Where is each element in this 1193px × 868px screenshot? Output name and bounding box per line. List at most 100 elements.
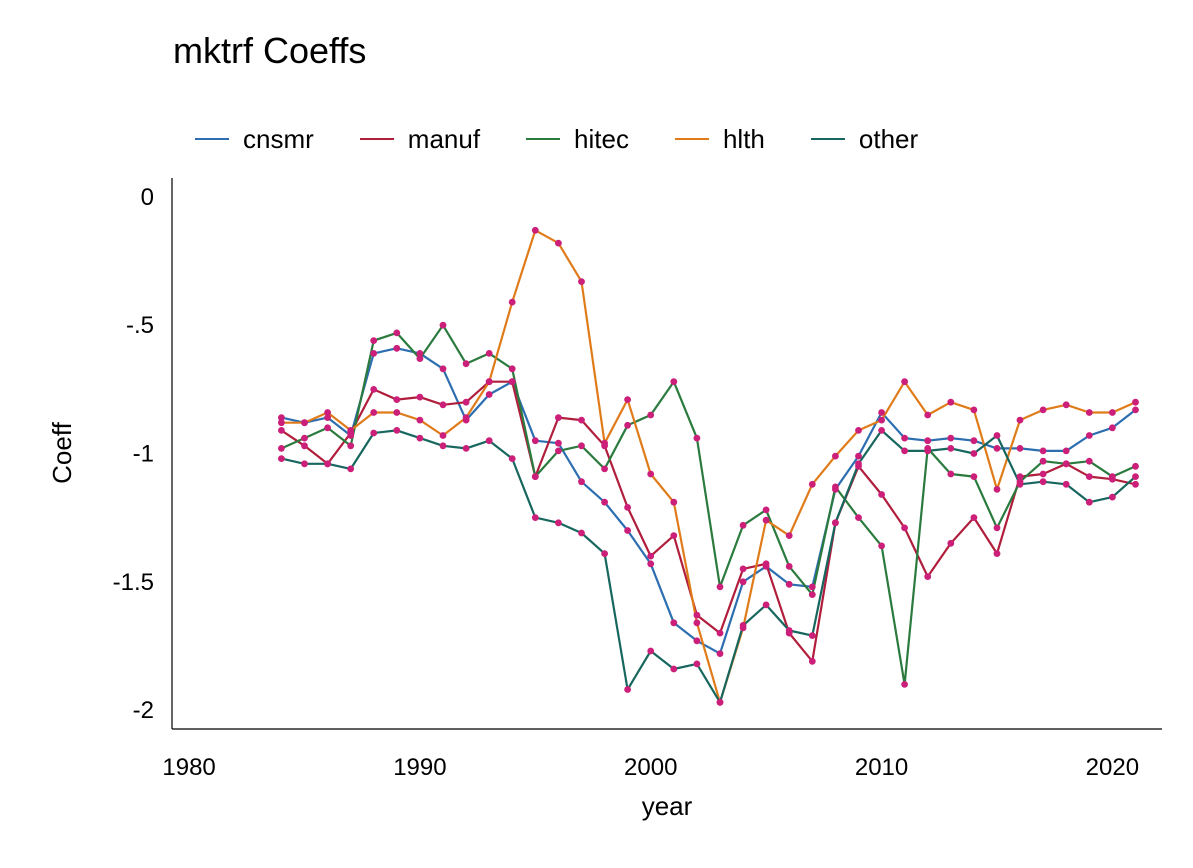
data-point-manuf — [1132, 480, 1139, 488]
data-point-cnsmr — [324, 414, 331, 421]
data-point-other — [993, 432, 1001, 439]
data-point-other — [439, 442, 447, 450]
series-markers — [278, 226, 1139, 706]
series-lines — [280, 229, 1137, 704]
data-point-hitec — [1039, 457, 1047, 465]
data-point-hitec — [878, 542, 885, 550]
data-point-hlth — [1085, 409, 1093, 416]
data-point-hlth — [555, 239, 562, 247]
data-point-other — [901, 447, 908, 455]
data-point-cnsmr — [370, 350, 378, 357]
data-point-hitec — [970, 473, 978, 480]
data-point-hlth — [785, 532, 793, 539]
data-point-manuf — [878, 491, 885, 498]
data-point-hitec — [693, 434, 701, 442]
legend-label: manuf — [407, 123, 481, 154]
data-point-hitec — [347, 442, 355, 450]
x-tick-group: 1980 1990 2000 2010 2020 — [162, 754, 1139, 781]
data-point-hitec — [555, 447, 562, 455]
data-point-other — [393, 427, 401, 434]
data-point-cnsmr — [555, 439, 562, 447]
data-point-manuf — [416, 393, 424, 401]
data-point-hlth — [485, 378, 493, 386]
data-point-other — [531, 514, 539, 521]
data-point-other — [785, 627, 793, 634]
data-point-hlth — [693, 619, 701, 627]
data-point-hitec — [993, 524, 1001, 532]
data-point-cnsmr — [947, 434, 955, 442]
data-point-manuf — [1085, 473, 1093, 480]
data-point-cnsmr — [624, 527, 631, 534]
data-point-manuf — [508, 378, 516, 386]
y-tick-label: -1 — [133, 441, 154, 468]
data-point-hlth — [531, 226, 539, 234]
data-point-cnsmr — [578, 478, 585, 486]
data-point-hlth — [855, 427, 862, 434]
legend-item-hitec: hitec — [526, 124, 629, 155]
legend-item-other: other — [810, 124, 918, 155]
data-point-other — [278, 455, 285, 462]
data-point-hitec — [278, 445, 285, 452]
data-point-hlth — [762, 516, 770, 524]
legend-label: hlth — [722, 123, 765, 154]
data-point-hlth — [1062, 401, 1070, 409]
data-point-cnsmr — [670, 619, 678, 627]
y-axis-title: Coeff — [47, 421, 77, 483]
data-point-hlth — [416, 416, 424, 424]
data-point-hitec — [855, 514, 862, 521]
data-point-cnsmr — [1062, 447, 1070, 455]
series-line-other — [281, 429, 1137, 704]
series-line-hlth — [281, 229, 1136, 704]
data-point-other — [416, 434, 424, 442]
data-point-other — [301, 460, 308, 468]
series-line-hitec — [280, 324, 1136, 686]
data-point-hlth — [601, 439, 608, 447]
data-point-other — [324, 460, 331, 468]
data-point-other — [601, 550, 608, 557]
data-point-hlth — [947, 398, 955, 406]
data-point-cnsmr — [808, 583, 816, 591]
x-tick-label: 1990 — [393, 754, 446, 781]
data-point-hitec — [832, 483, 839, 491]
data-point-manuf — [555, 414, 562, 421]
data-point-other — [647, 647, 655, 655]
data-point-manuf — [370, 386, 378, 393]
data-point-other — [716, 698, 724, 706]
data-point-manuf — [693, 611, 701, 619]
legend-label: hitec — [574, 123, 629, 154]
data-point-hlth — [647, 470, 655, 478]
data-point-hitec — [531, 473, 539, 480]
data-point-other — [347, 465, 355, 473]
legend: cnsmr manuf hitec hlth other — [195, 122, 964, 156]
data-point-cnsmr — [601, 498, 608, 506]
data-point-manuf — [993, 550, 1001, 557]
data-point-manuf — [716, 629, 724, 637]
data-point-cnsmr — [1016, 445, 1024, 452]
legend-item-cnsmr: cnsmr — [195, 124, 314, 155]
data-point-other — [370, 429, 378, 437]
data-point-hlth — [624, 396, 631, 403]
data-point-hitec — [624, 421, 631, 429]
data-point-manuf — [970, 514, 978, 521]
data-point-cnsmr — [1039, 447, 1047, 455]
data-point-hitec — [762, 506, 770, 514]
data-point-other — [739, 622, 747, 629]
data-point-hitec — [1132, 462, 1139, 470]
data-point-manuf — [462, 398, 470, 406]
data-point-other — [508, 455, 516, 462]
data-point-manuf — [762, 560, 770, 568]
data-point-cnsmr — [485, 391, 493, 398]
data-point-manuf — [439, 401, 447, 409]
data-point-hlth — [924, 411, 932, 419]
data-point-cnsmr — [1085, 432, 1093, 439]
data-point-manuf — [301, 442, 308, 450]
data-point-cnsmr — [393, 344, 401, 352]
data-point-hlth — [878, 416, 885, 424]
data-point-manuf — [578, 416, 585, 424]
legend-swatch — [526, 138, 561, 140]
data-point-cnsmr — [647, 560, 655, 568]
data-point-hitec — [324, 424, 331, 432]
data-point-cnsmr — [531, 437, 539, 445]
x-tick-label: 1980 — [162, 754, 215, 781]
